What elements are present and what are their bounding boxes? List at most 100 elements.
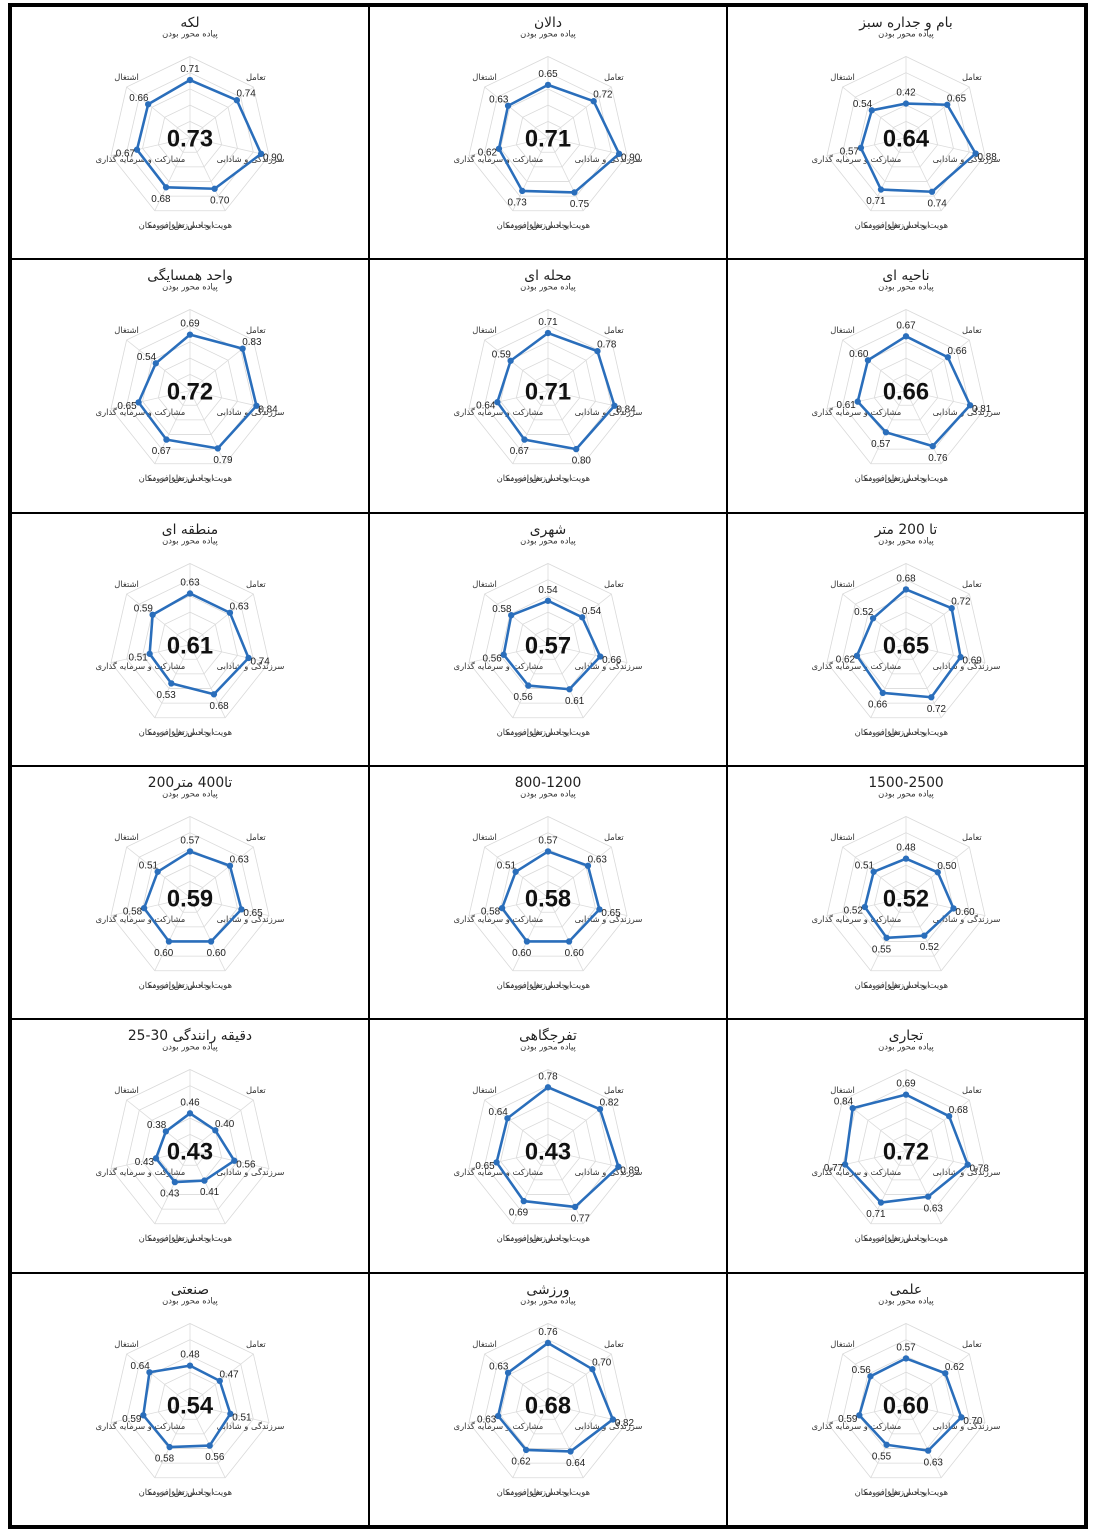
axis-label: مشارکت و سرمایه گذاری <box>96 1167 186 1177</box>
axis-label: مشارکت و سرمایه گذاری <box>96 154 186 164</box>
grid-ring <box>468 56 628 212</box>
axis-label: ایجاد ارزش افزوده <box>506 473 572 483</box>
axis-label: تعامل <box>246 1085 266 1095</box>
data-point <box>841 1161 849 1168</box>
data-point <box>152 360 159 367</box>
grid-ring <box>515 104 581 168</box>
axis-label: سرزندگی و شادابی <box>933 154 1001 164</box>
data-point <box>567 1447 574 1455</box>
data-point <box>565 938 573 945</box>
chart-title: تا 200 متر <box>874 521 938 537</box>
axis-spoke <box>154 137 191 211</box>
series-line <box>495 1086 620 1209</box>
radar-chart-grid: لکه پیاده محور بودن تعامل سرزندگی و شادابی ه… <box>8 3 1088 1529</box>
grid-ring <box>500 88 596 182</box>
axis-spoke <box>905 340 970 392</box>
axis-spoke <box>512 897 549 971</box>
axis-label: ایجاد ارزش افزوده <box>506 220 572 230</box>
data-label: 0.67 <box>116 148 135 159</box>
data-point <box>958 1413 965 1421</box>
axis-spoke <box>905 137 942 211</box>
radar-panel: 25-30 دقیقه رانندگی پیاده محور بودن تعامل س… <box>11 1019 369 1273</box>
data-point <box>544 81 552 89</box>
data-label: 0.71 <box>180 64 200 75</box>
data-point <box>146 650 153 657</box>
axis-spoke <box>468 137 549 157</box>
data-point <box>869 614 877 622</box>
data-point <box>964 1161 971 1169</box>
axis-label: هویت و حس تعلق به مکان <box>497 1233 590 1243</box>
data-point <box>972 150 979 157</box>
axis-spoke <box>826 1150 907 1170</box>
data-label: 0.61 <box>837 401 857 412</box>
axis-spoke <box>110 1403 191 1423</box>
data-label: 0.56 <box>514 692 534 703</box>
axis-spoke <box>512 1404 549 1478</box>
data-label: 0.53 <box>157 690 177 701</box>
axis-label: اشتغال <box>114 1339 139 1349</box>
axis-label: مشارکت و سرمایه گذاری <box>454 661 544 671</box>
grid-ring <box>484 1085 612 1210</box>
axis-label: سرزندگی و شادابی <box>575 1421 643 1431</box>
radar-panel: تجاری پیاده محور بودن تعامل سرزندگی و شاداب… <box>727 1019 1085 1273</box>
axis-spoke <box>189 897 226 971</box>
grid-ring <box>484 832 612 957</box>
grid-ring <box>126 72 254 197</box>
data-label: 0.54 <box>853 99 873 110</box>
axis-label: پیاده محور بودن <box>162 1295 218 1305</box>
data-point <box>522 1446 530 1453</box>
axis-label: اشتغال <box>114 832 139 842</box>
axis-label: تعامل <box>604 72 624 82</box>
axis-spoke <box>905 1150 942 1225</box>
data-label: 0.70 <box>963 1415 983 1426</box>
grid-ring <box>173 1134 207 1166</box>
axis-spoke <box>154 390 191 465</box>
data-point <box>590 98 597 105</box>
data-point <box>902 855 910 862</box>
axis-spoke <box>905 1403 986 1423</box>
axis-label: مشارکت و سرمایه گذاری <box>96 914 186 924</box>
data-label: 0.63 <box>180 577 200 588</box>
data-point <box>853 652 861 659</box>
series-line <box>500 850 601 943</box>
data-label: 0.60 <box>565 948 585 959</box>
axis-spoke <box>905 1100 970 1152</box>
center-value: 0.43 <box>525 1140 571 1166</box>
data-point <box>902 100 910 107</box>
data-point <box>186 589 194 597</box>
data-point <box>206 1442 213 1449</box>
data-point <box>596 906 603 913</box>
radar-panel: 1500-2500 پیاده محور بودن تعامل سرزندگی و ش… <box>727 765 1085 1020</box>
axis-spoke <box>905 137 986 157</box>
grid-ring <box>110 816 270 972</box>
axis-spoke <box>484 86 549 138</box>
data-label: 0.90 <box>263 152 283 163</box>
data-label: 0.82 <box>615 1418 634 1429</box>
axis-label: ایجاد ارزش افزوده <box>148 1233 214 1243</box>
grid-ring <box>468 562 628 718</box>
grid-ring <box>515 611 581 674</box>
data-label: 0.84 <box>258 405 278 416</box>
axis-label: هویت و حس تعلق به مکان <box>855 980 948 990</box>
grid-ring <box>126 578 254 704</box>
axis-spoke <box>870 1404 907 1478</box>
data-label: 0.48 <box>896 843 916 854</box>
data-label: 0.60 <box>154 948 174 959</box>
center-value: 0.71 <box>525 127 571 153</box>
grid-ring <box>173 627 207 660</box>
data-label: 0.60 <box>512 948 532 959</box>
radar-panel: شهری پیاده محور بودن تعامل سرزندگی و شادابی… <box>369 512 727 766</box>
data-label: 0.54 <box>582 605 602 616</box>
data-label: 0.78 <box>597 340 617 351</box>
axis-spoke <box>189 1150 226 1225</box>
grid-ring <box>110 56 270 212</box>
axis-label: پیاده محور بودن <box>878 29 934 39</box>
axis-label: تعامل <box>962 325 982 335</box>
data-label: 0.58 <box>123 907 143 918</box>
data-label: 0.75 <box>570 199 590 210</box>
